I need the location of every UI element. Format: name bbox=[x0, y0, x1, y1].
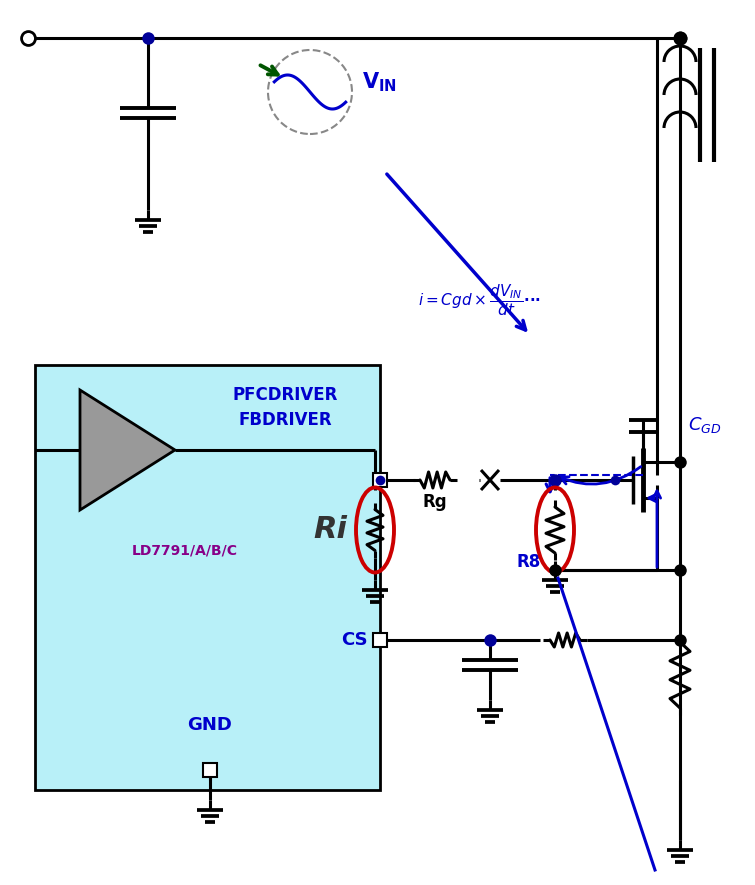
Text: $i = Cgd\times\dfrac{dV_{IN}}{dt}$···: $i = Cgd\times\dfrac{dV_{IN}}{dt}$··· bbox=[418, 282, 541, 318]
Text: LD7791/A/B/C: LD7791/A/B/C bbox=[132, 543, 238, 557]
Text: FBDRIVER: FBDRIVER bbox=[238, 411, 331, 429]
Text: CS: CS bbox=[341, 631, 368, 649]
Text: Ri: Ri bbox=[313, 515, 347, 544]
Text: PFCDRIVER: PFCDRIVER bbox=[233, 386, 337, 404]
Text: $C_{GD}$: $C_{GD}$ bbox=[688, 415, 722, 435]
Bar bbox=[373, 473, 387, 487]
Bar bbox=[203, 763, 217, 777]
Polygon shape bbox=[80, 390, 175, 510]
Bar bbox=[373, 633, 387, 647]
Bar bbox=[35, 365, 380, 790]
Text: R8: R8 bbox=[517, 553, 541, 571]
Text: $\mathbf{V_{IN}}$: $\mathbf{V_{IN}}$ bbox=[362, 70, 397, 94]
Text: Rg: Rg bbox=[423, 493, 447, 511]
Text: GND: GND bbox=[187, 716, 233, 734]
